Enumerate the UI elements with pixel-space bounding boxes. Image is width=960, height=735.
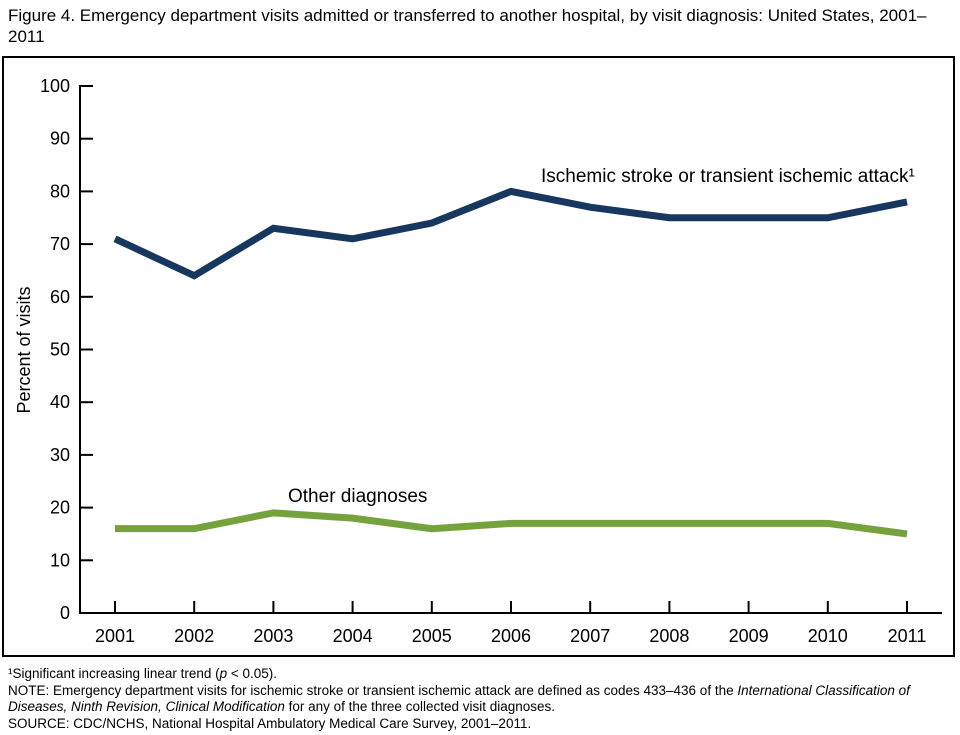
footnote-text-segment: < 0.05). [227,666,278,681]
series-line-1 [115,509,908,538]
chart-frame: 0 10 20 30 40 50 60 70 80 90 100 2001 2002 2003 2004 20… [2,56,955,657]
y-tick-label: 20 [50,498,70,518]
x-tick-label: 2002 [174,626,214,646]
y-tick-label: 100 [40,76,70,96]
x-tick-label: 2007 [570,626,610,646]
y-tick-label: 50 [50,340,70,360]
y-tick-label: 10 [50,550,70,570]
y-tick-label: 80 [50,181,70,201]
footnote-note: NOTE: Emergency department visits for is… [8,683,954,716]
y-tick-label: 40 [50,392,70,412]
x-tick-label: 2008 [649,626,689,646]
x-tick-label: 2009 [729,626,769,646]
series-line-0 [113,187,908,280]
series-label-0: Ischemic stroke or transient ischemic at… [541,166,915,187]
figure-title: Figure 4. Emergency department visits ad… [8,6,927,47]
x-tick-label: 2005 [412,626,452,646]
y-tick-label: 70 [50,234,70,254]
x-tick-label: 2001 [95,626,135,646]
x-tick-label: 2003 [253,626,293,646]
footnote-text-segment: ¹Significant increasing linear trend ( [8,666,220,681]
footnote-text-italic: p [219,666,228,681]
y-tick-label: 60 [50,287,70,307]
y-tick-label: 30 [50,445,70,465]
footnote-trend: ¹Significant increasing linear trend (p … [8,666,954,683]
x-tick-label: 2011 [888,626,927,646]
y-axis-title: Percent of visits [14,286,34,413]
x-tick-label: 2004 [333,626,373,646]
x-tick-label: 2010 [808,626,848,646]
x-tick-label: 2006 [491,626,531,646]
y-tick-label: 0 [60,603,70,623]
figure-border [2,56,955,657]
y-tick-label: 90 [50,129,70,149]
line-chart: 0 10 20 30 40 50 60 70 80 90 100 2001 2002 2003 2004 20… [2,56,955,657]
footnote-text-segment: for any of the three collected visit dia… [284,699,556,715]
footnote-text-italic: International Classification of Diseases… [8,682,910,715]
footnote-text-segment: NOTE: Emergency department visits for is… [8,682,738,698]
series-label-1: Other diagnoses [288,486,427,507]
footnote-source: SOURCE: CDC/NCHS, National Hospital Ambu… [8,716,532,732]
footnotes: ¹Significant increasing linear trend (p … [8,666,954,733]
